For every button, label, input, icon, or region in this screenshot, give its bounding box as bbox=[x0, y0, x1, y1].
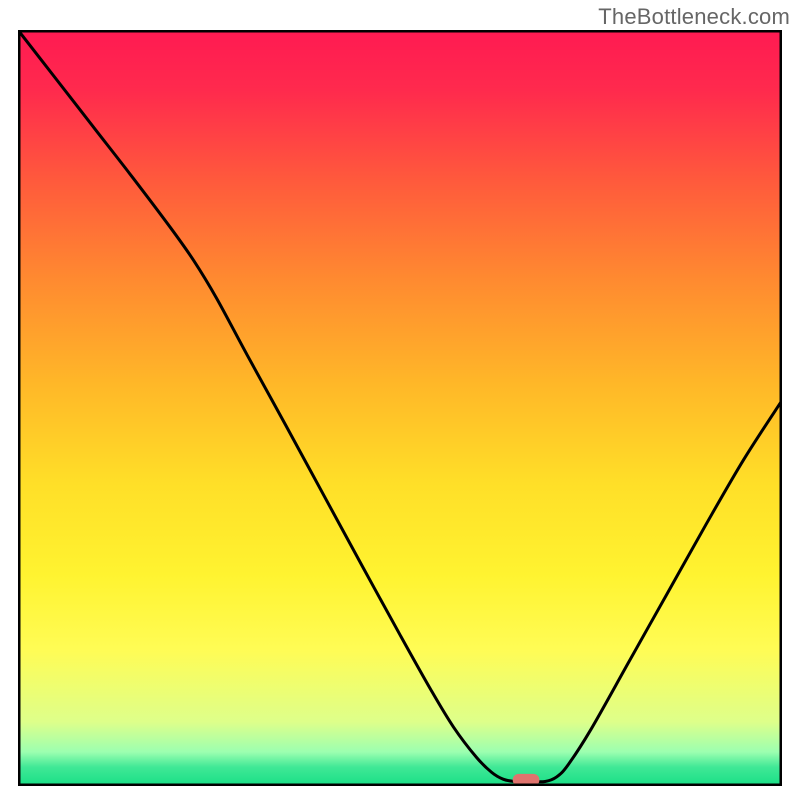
chart-container: TheBottleneck.com bbox=[0, 0, 800, 800]
watermark-text: TheBottleneck.com bbox=[598, 4, 790, 30]
gradient-background bbox=[18, 30, 782, 786]
chart-svg bbox=[18, 30, 782, 786]
plot-area bbox=[18, 30, 782, 786]
